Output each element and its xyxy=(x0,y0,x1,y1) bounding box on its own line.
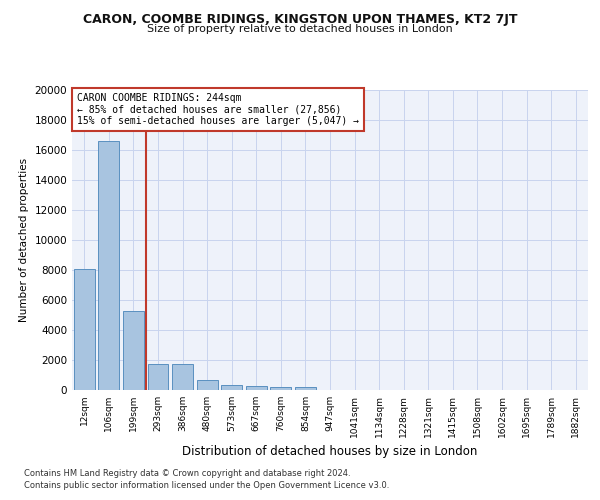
Bar xyxy=(74,268,95,390)
Bar xyxy=(98,141,119,390)
Bar xyxy=(148,364,169,390)
Text: CARON COOMBE RIDINGS: 244sqm
← 85% of detached houses are smaller (27,856)
15% o: CARON COOMBE RIDINGS: 244sqm ← 85% of de… xyxy=(77,93,359,126)
Text: CARON, COOMBE RIDINGS, KINGSTON UPON THAMES, KT2 7JT: CARON, COOMBE RIDINGS, KINGSTON UPON THA… xyxy=(83,12,517,26)
Bar xyxy=(246,386,267,390)
Bar xyxy=(123,310,144,390)
Bar xyxy=(295,387,316,390)
Text: Contains public sector information licensed under the Open Government Licence v3: Contains public sector information licen… xyxy=(24,481,389,490)
Text: Size of property relative to detached houses in London: Size of property relative to detached ho… xyxy=(147,24,453,34)
Bar xyxy=(221,385,242,390)
Y-axis label: Number of detached properties: Number of detached properties xyxy=(19,158,29,322)
Text: Contains HM Land Registry data © Crown copyright and database right 2024.: Contains HM Land Registry data © Crown c… xyxy=(24,468,350,477)
Bar xyxy=(172,364,193,390)
Bar xyxy=(271,386,292,390)
Bar xyxy=(197,380,218,390)
X-axis label: Distribution of detached houses by size in London: Distribution of detached houses by size … xyxy=(182,446,478,458)
